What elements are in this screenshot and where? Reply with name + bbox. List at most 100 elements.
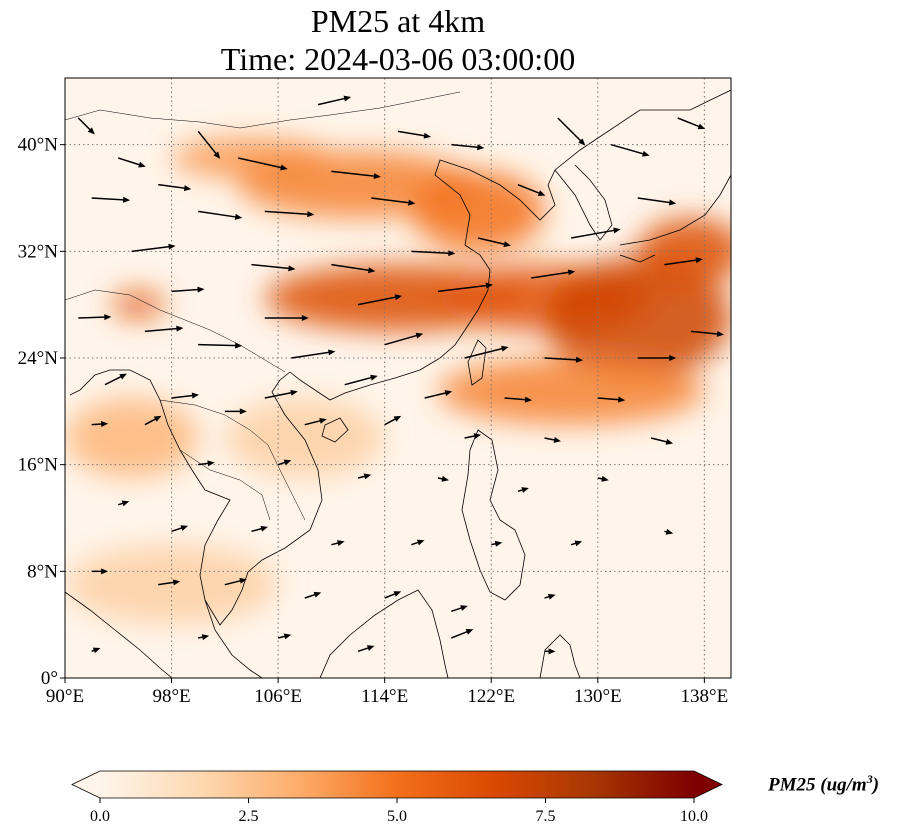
wind-arrow-9	[331, 170, 381, 180]
wind-arrow-46	[91, 421, 109, 428]
wind-arrow-22	[677, 117, 706, 130]
pm25-plume-6	[637, 218, 731, 285]
wind-arrow-11	[397, 130, 431, 139]
wind-arrow-61	[171, 525, 189, 533]
wind-arrow-2	[91, 196, 131, 203]
wind-arrow-54	[198, 460, 215, 467]
wind-arrow-80	[544, 648, 556, 655]
lat-tick-label: 8°N	[27, 561, 58, 582]
wind-arrow-37	[637, 355, 677, 361]
colorbar: 0.0 2.5 5.0 7.5 10.0	[71, 770, 723, 825]
wind-arrow-19	[517, 183, 546, 196]
wind-arrow-73	[451, 605, 468, 613]
wind-arrow-28	[357, 294, 403, 306]
wind-arrow-69	[158, 579, 181, 586]
wind-arrow-75	[91, 647, 101, 654]
lon-tick-label: 138°E	[681, 686, 729, 707]
wind-arrow-38	[690, 330, 725, 337]
pm25-field	[65, 138, 731, 625]
japan-coastline	[619, 174, 731, 263]
wind-arrow-76	[198, 634, 210, 641]
wind-arrow-10	[317, 95, 352, 106]
wind-arrow-15	[171, 286, 205, 293]
hainan-coastline	[321, 417, 349, 443]
pm25-plume-8	[437, 358, 705, 425]
wind-arrow-49	[304, 417, 327, 426]
wind-arrow-42	[344, 374, 378, 386]
wind-arrow-43	[264, 389, 298, 399]
wind-arrow-78	[357, 645, 375, 653]
wind-arrow-44	[171, 392, 200, 399]
lat-tick-label: 32°N	[18, 241, 59, 262]
wind-arrow-35	[464, 345, 509, 359]
borneo-coastline	[319, 589, 449, 678]
colorbar-tick-label: 10.0	[680, 808, 708, 825]
colorbar-extend-min	[72, 771, 100, 798]
lon-tick-label: 130°E	[574, 686, 622, 707]
lon-tick-label: 122°E	[467, 686, 515, 707]
wind-arrow-16	[331, 263, 376, 274]
wind-arrow-64	[411, 539, 425, 546]
taiwan-coastline	[467, 339, 487, 386]
wind-arrow-13	[451, 143, 485, 151]
colorbar-tick-label: 7.5	[536, 808, 556, 825]
wind-arrow-60	[118, 500, 130, 507]
wind-arrow-65	[491, 540, 503, 547]
wind-arrow-70	[224, 577, 247, 586]
wind-arrow-50	[384, 415, 402, 426]
wind-arrow-20	[557, 117, 586, 146]
pm25-plume-10	[224, 398, 385, 478]
wind-arrow-21	[610, 143, 650, 157]
wind-arrow-14	[251, 263, 296, 272]
wind-arrow-0	[77, 117, 95, 135]
lat-tick-label: 24°N	[18, 348, 59, 369]
map-frame	[64, 77, 732, 679]
wind-arrow-18	[477, 237, 511, 248]
wind-arrow-56	[357, 473, 372, 480]
colorbar-title: PM25 (ug/m3)	[768, 772, 880, 796]
wind-arrow-36	[544, 356, 584, 363]
lon-tick-label: 106°E	[254, 686, 302, 707]
map-timestamp: Time: 2024-03-06 03:00:00	[220, 41, 576, 77]
wind-arrow-31	[78, 314, 112, 321]
wind-arrow-23	[637, 197, 677, 206]
pm25-plume-9	[65, 398, 199, 478]
wind-arrow-17	[411, 250, 456, 257]
lon-tick-label: 90°E	[46, 686, 84, 707]
map-title: PM25 at 4km	[310, 3, 486, 39]
wind-arrow-72	[384, 591, 402, 599]
wind-arrow-53	[650, 437, 674, 445]
lat-tick-label: 0°	[41, 668, 58, 689]
wind-arrow-6	[198, 210, 243, 220]
wind-arrow-57	[437, 475, 449, 482]
wind-arrow-27	[437, 282, 493, 293]
wind-arrow-67	[664, 528, 674, 535]
wind-arrow-26	[531, 269, 576, 279]
wind-arrow-40	[504, 396, 533, 403]
wind-arrow-47	[144, 415, 162, 426]
wind-arrow-7	[131, 243, 176, 253]
wind-arrow-5	[237, 157, 288, 171]
wind-arrow-51	[464, 433, 482, 440]
land-border-3	[179, 449, 271, 521]
colorbar-extend-max	[694, 771, 722, 798]
wind-arrow-62	[251, 525, 268, 533]
wind-arrow-55	[277, 459, 292, 466]
map-axes: 90°E 98°E 106°E 114°E 122°E 130°E 138°E 0° 8°N 16…	[18, 135, 729, 707]
lat-tick-label: 16°N	[18, 455, 59, 476]
land-border-4	[65, 91, 461, 129]
wind-arrow-24	[571, 227, 621, 239]
wind-arrow-32	[198, 342, 243, 349]
wind-arrow-34	[384, 332, 424, 346]
lat-tick-label: 40°N	[18, 135, 59, 156]
wind-vectors	[77, 95, 725, 655]
wind-arrow-59	[597, 475, 609, 482]
wind-arrow-66	[570, 540, 583, 547]
wind-arrow-63	[331, 540, 345, 546]
pm25-plume-11	[65, 544, 279, 625]
colorbar-tick-label: 0.0	[90, 808, 110, 825]
colorbar-ticks: 0.0 2.5 5.0 7.5 10.0	[90, 798, 708, 825]
wind-arrow-1	[118, 157, 146, 168]
wind-arrow-45	[104, 373, 127, 386]
